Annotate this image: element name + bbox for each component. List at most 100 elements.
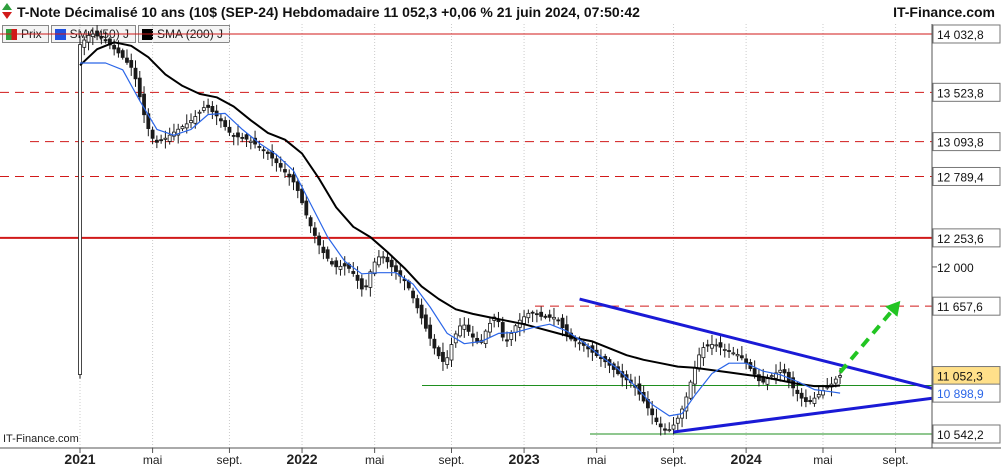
candle-down [556,319,561,322]
candle-up [667,429,672,432]
candle-down [103,39,108,42]
candle-down [300,188,304,204]
price-label-box [932,296,1001,316]
candle-up [445,357,450,365]
price-label: 10 898,9 [937,387,984,401]
candle-up [368,271,373,288]
candle-down [129,60,134,68]
candle-down [261,149,266,152]
candle-down [330,261,334,265]
price-label: 14 032,8 [937,28,984,42]
candle-down [308,217,313,227]
candle-up [163,137,168,140]
grid [79,24,897,448]
candle-down [539,311,544,317]
candle-up [765,378,770,385]
candle-down [650,408,655,416]
x-tick-label: 2023 [509,451,540,467]
candle-down [470,333,475,338]
price-label: 12 789,4 [937,170,984,184]
candle-up [381,256,386,259]
candle-up [710,344,714,349]
x-tick-label: mai [365,453,384,467]
candle-down [312,227,317,236]
candle-up [816,394,821,398]
candle-down [705,344,710,347]
sma50-series [80,62,841,417]
x-tick-label: 2022 [286,451,317,467]
candle-down [116,47,121,54]
candle-up [731,352,736,355]
candle-up [184,123,189,129]
candle-down [133,67,138,80]
candle-up [462,324,467,330]
price-label-box [932,424,1001,444]
candle-down [244,134,249,140]
projection-arrow-head [885,300,901,317]
candle-down [543,315,548,318]
x-tick-label: mai [813,453,832,467]
candle-up [372,261,377,275]
candle-up [458,325,462,337]
candle-down [795,389,800,394]
price-label: 11 052,3 [937,370,983,384]
candle-down [146,113,151,129]
candle-up [449,344,454,361]
candle-down [325,249,330,259]
candle-down [317,235,322,246]
candle-down [223,120,228,127]
trendline [579,297,965,398]
candle-up [812,397,817,404]
candle-down [804,397,808,402]
price-label-box [932,383,1001,403]
candle-down [560,317,565,329]
candle-down [154,139,159,143]
candle-down [364,285,368,288]
candle-down [658,423,663,428]
candle-down [782,369,787,374]
candle-up [488,322,492,333]
x-tick-label: 2024 [731,451,762,467]
candle-up [197,111,202,114]
candle-up [248,140,253,143]
brand-name[interactable]: IT-Finance.com [893,4,995,20]
candle-up [167,134,172,142]
candle-up [735,354,740,357]
x-tick-label: 2021 [64,451,95,467]
price-levels [0,33,932,435]
x-tick-label: sept. [216,453,242,467]
candle-up [509,333,514,340]
candle-down [385,256,390,263]
candle-up [338,265,343,270]
watermark: IT-Finance.com [3,433,79,445]
candle-down [231,135,236,137]
candle-down [654,417,659,423]
candle-up [376,256,381,266]
price-label: 12 253,6 [937,232,984,246]
candle-down [423,314,428,329]
x-tick-label: sept. [883,453,909,467]
candle-down [428,324,433,339]
candle-down [505,339,509,342]
candle-down [291,174,296,183]
candle-down [530,311,535,314]
price-label: 10 542,2 [937,428,984,442]
candle-up [189,120,193,124]
candle-down [718,342,723,348]
candle-down [415,298,420,309]
candle-up [838,375,842,378]
candle-up [193,116,198,124]
x-tick-label: sept. [438,453,464,467]
price-label-box [932,132,1001,152]
candle-down [411,290,415,299]
price-label-box [932,82,1001,102]
candle-down [120,50,125,58]
candle-down [547,314,552,318]
candle-down [236,132,240,138]
candle-up [577,342,582,345]
candle-up [201,107,206,111]
candle-up [684,396,689,412]
trendlines [579,297,965,434]
trendline [673,392,965,434]
